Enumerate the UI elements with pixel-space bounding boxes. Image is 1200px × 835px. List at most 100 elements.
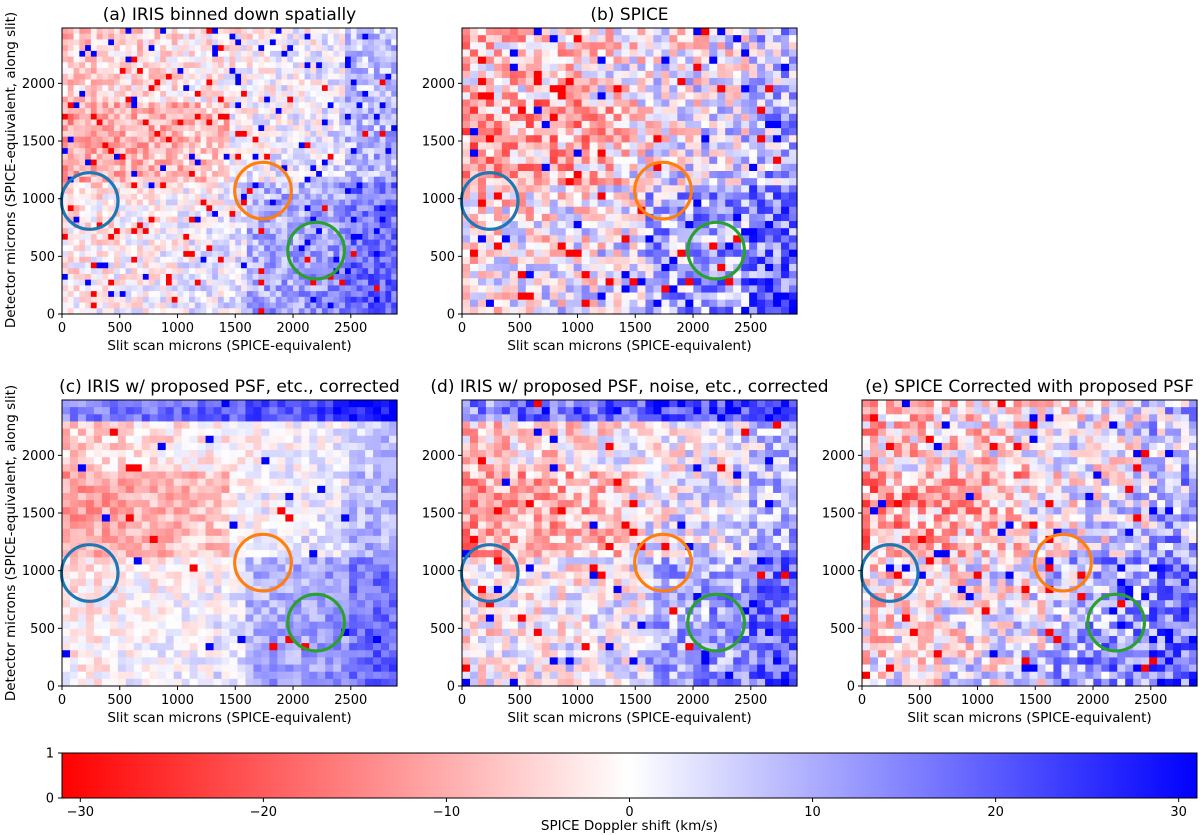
y-tick-label: 500 <box>430 250 455 265</box>
heatmap-cell <box>717 135 726 143</box>
heatmap-cell <box>264 130 271 138</box>
heatmap-cell <box>298 256 306 264</box>
heatmap-cell <box>85 256 92 264</box>
heatmap-cell <box>533 235 543 244</box>
heatmap-cell <box>356 102 363 109</box>
heatmap-cell <box>356 39 363 46</box>
heatmap-cell <box>316 302 323 309</box>
heatmap-cell <box>310 176 317 184</box>
heatmap-cell <box>350 308 358 315</box>
heatmap-cell <box>757 156 766 165</box>
heatmap-cell <box>165 245 173 252</box>
heatmap-cell <box>117 457 127 465</box>
heatmap-cell <box>597 292 607 301</box>
heatmap-cell <box>345 193 352 201</box>
heatmap-cell <box>85 182 92 189</box>
heatmap-cell <box>252 136 259 143</box>
heatmap-cell <box>597 178 607 186</box>
heatmap-cell <box>200 130 207 138</box>
heatmap-cell <box>93 400 103 408</box>
heatmap-cell <box>757 306 766 315</box>
heatmap-cell <box>356 291 363 298</box>
heatmap-cell <box>217 148 225 155</box>
heatmap-cell <box>171 148 179 155</box>
heatmap-cell <box>113 119 121 126</box>
heatmap-cell <box>79 251 86 258</box>
heatmap-cell <box>183 182 190 189</box>
heatmap-cell <box>275 153 283 161</box>
heatmap-cell <box>149 435 159 444</box>
heatmap-cell <box>597 156 607 165</box>
heatmap-cell <box>605 42 615 51</box>
heatmap-cell <box>725 228 734 236</box>
heatmap-cell <box>62 119 69 126</box>
heatmap-cell <box>148 233 156 241</box>
heatmap-cell <box>293 39 300 46</box>
heatmap-cell <box>119 159 127 166</box>
heatmap-cell <box>485 213 495 222</box>
heatmap-cell <box>252 176 259 184</box>
heatmap-cell <box>368 142 375 149</box>
heatmap-cell <box>119 216 127 224</box>
heatmap-cell <box>160 85 167 92</box>
heatmap-cell <box>141 421 151 430</box>
heatmap-cell <box>160 142 167 149</box>
heatmap-cell <box>212 302 219 309</box>
heatmap-cell <box>525 263 535 272</box>
heatmap-cell <box>125 442 135 451</box>
heatmap-cell <box>362 171 369 178</box>
heatmap-cell <box>264 239 271 246</box>
heatmap-cell <box>357 442 366 451</box>
heatmap-cell <box>549 56 559 65</box>
heatmap-cell <box>148 79 156 86</box>
heatmap-cell <box>462 35 471 43</box>
heatmap-cell <box>373 273 381 281</box>
heatmap-cell <box>293 233 300 241</box>
heatmap-cell <box>217 165 225 172</box>
heatmap-cell <box>389 407 398 415</box>
heatmap-cell <box>304 256 311 264</box>
heatmap-cell <box>252 222 259 229</box>
heatmap-cell <box>119 176 127 184</box>
heatmap-cell <box>212 125 219 132</box>
heatmap-cell <box>119 273 127 281</box>
heatmap-cell <box>79 62 86 69</box>
heatmap-cell <box>165 165 173 172</box>
heatmap-cell <box>154 308 161 315</box>
heatmap-cell <box>385 211 392 218</box>
heatmap-cell <box>327 148 335 155</box>
heatmap-cell <box>101 435 111 444</box>
heatmap-cell <box>149 428 159 437</box>
heatmap-cell <box>102 199 109 206</box>
heatmap-cell <box>275 302 283 309</box>
heatmap-cell <box>549 85 559 93</box>
heatmap-cell <box>477 113 487 122</box>
heatmap-cell <box>246 251 254 258</box>
heatmap-cell <box>223 159 231 166</box>
heatmap-cell <box>189 62 196 69</box>
heatmap-cell <box>183 130 190 138</box>
x-tick-label: 1000 <box>161 321 194 336</box>
heatmap-cell <box>645 228 655 236</box>
heatmap-cell <box>223 193 231 201</box>
heatmap-cell <box>148 68 156 75</box>
heatmap-cell <box>385 119 392 126</box>
heatmap-cell <box>645 199 655 208</box>
heatmap-cell <box>373 33 381 41</box>
heatmap-cell <box>269 279 277 286</box>
heatmap-cell <box>717 28 726 36</box>
heatmap-cell <box>212 176 219 184</box>
heatmap-cell <box>194 113 202 121</box>
heatmap-cell <box>549 35 559 43</box>
heatmap-cell <box>293 182 300 189</box>
heatmap-cell <box>749 228 758 236</box>
heatmap-cell <box>101 428 111 437</box>
heatmap-cell <box>62 73 69 81</box>
heatmap-cell <box>85 130 92 138</box>
heatmap-cell <box>113 165 121 172</box>
heatmap-b <box>462 28 798 315</box>
heatmap-cell <box>131 182 138 189</box>
heatmap-cell <box>261 435 270 444</box>
heatmap-cell <box>773 235 782 244</box>
heatmap-cell <box>368 211 375 218</box>
